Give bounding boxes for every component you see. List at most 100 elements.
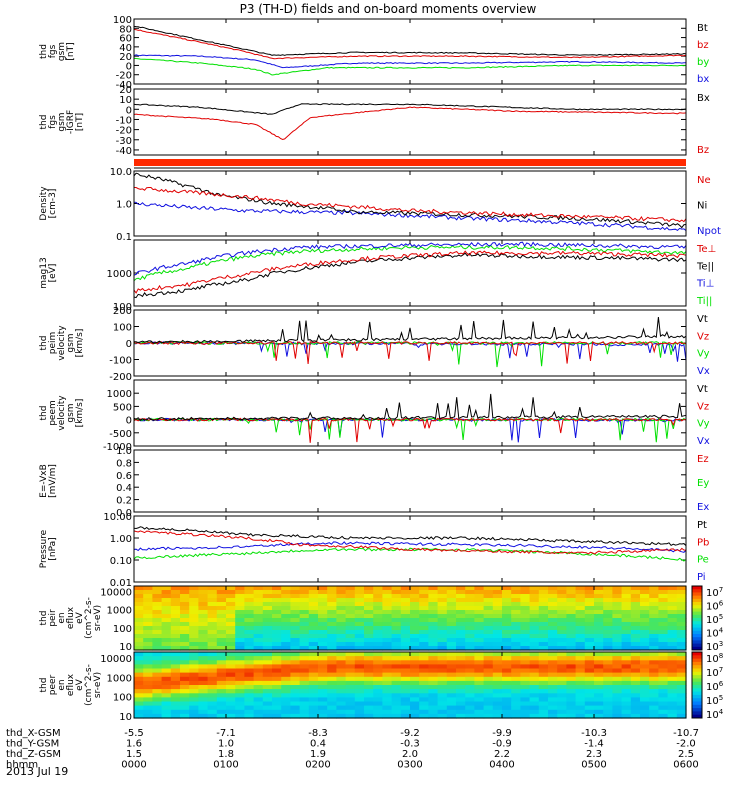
heatmap-cell bbox=[492, 664, 503, 670]
heatmap-cell bbox=[327, 672, 337, 678]
heatmap-cell bbox=[336, 705, 347, 711]
heatmap-cell bbox=[594, 606, 604, 611]
heatmap-cell bbox=[170, 652, 181, 657]
heatmap-cell bbox=[244, 668, 255, 674]
heatmap-cell bbox=[658, 652, 669, 657]
heatmap-cell bbox=[603, 642, 613, 647]
series-Vz bbox=[133, 341, 687, 365]
heatmap-cell bbox=[511, 642, 521, 647]
heatmap-cell bbox=[152, 610, 163, 615]
heatmap-cell bbox=[492, 676, 503, 682]
heatmap-cell bbox=[161, 590, 172, 595]
legend-by: by bbox=[697, 57, 709, 68]
heatmap-cell bbox=[272, 622, 282, 627]
heatmap-cell bbox=[336, 602, 347, 607]
panel-peir_spec-ylabel: eflux bbox=[66, 606, 76, 629]
y-tick-label: 100 bbox=[113, 693, 132, 704]
heatmap-cell bbox=[134, 705, 144, 711]
heatmap-cell bbox=[180, 602, 190, 607]
heatmap-cell bbox=[226, 652, 236, 657]
series-Vy bbox=[133, 417, 687, 443]
heatmap-cell bbox=[391, 697, 402, 703]
heatmap-cell bbox=[649, 664, 659, 670]
heatmap-cell bbox=[318, 701, 328, 707]
heatmap-cell bbox=[262, 594, 273, 599]
heatmap-cell bbox=[161, 660, 172, 665]
heatmap-cell bbox=[538, 685, 549, 690]
heatmap-cell bbox=[612, 646, 623, 651]
heatmap-cell bbox=[391, 656, 402, 661]
heatmap-cell bbox=[419, 594, 429, 599]
heatmap-cell bbox=[538, 586, 549, 591]
heatmap-cell bbox=[189, 713, 199, 719]
heatmap-cell bbox=[446, 656, 457, 661]
heatmap-cell bbox=[566, 606, 577, 611]
heatmap-cell bbox=[465, 701, 475, 707]
y-tick-label: 10000 bbox=[100, 654, 132, 665]
heatmap-cell bbox=[612, 660, 623, 665]
heatmap-cell bbox=[502, 618, 512, 623]
heatmap-cell bbox=[483, 660, 494, 665]
heatmap-cell bbox=[226, 713, 236, 719]
heatmap-cell bbox=[630, 586, 641, 591]
heatmap-cell bbox=[612, 685, 623, 690]
heatmap-cell bbox=[391, 590, 402, 595]
heatmap-cell bbox=[170, 656, 181, 661]
heatmap-cell bbox=[529, 606, 540, 611]
legend-Pt: Pt bbox=[697, 520, 707, 531]
heatmap-cell bbox=[428, 664, 439, 670]
heatmap-cell bbox=[584, 656, 595, 661]
heatmap-cell bbox=[364, 713, 374, 719]
heatmap-cell bbox=[529, 630, 540, 635]
heatmap-cell bbox=[575, 626, 586, 631]
heatmap-cell bbox=[272, 652, 282, 657]
heatmap-cell bbox=[676, 642, 687, 647]
heatmap-cell bbox=[262, 685, 273, 690]
heatmap-cell bbox=[419, 630, 429, 635]
heatmap-cell bbox=[676, 622, 687, 627]
heatmap-cell bbox=[575, 693, 586, 698]
heatmap-cell bbox=[299, 614, 310, 619]
heatmap-cell bbox=[428, 618, 439, 623]
heatmap-cell bbox=[483, 697, 494, 703]
heatmap-cell bbox=[226, 676, 236, 682]
heatmap-cell bbox=[235, 602, 245, 607]
y-tick-label: 500 bbox=[113, 402, 132, 413]
heatmap-cell bbox=[143, 590, 153, 595]
heatmap-cell bbox=[529, 705, 540, 711]
heatmap-cell bbox=[253, 646, 264, 651]
series-Vt bbox=[134, 317, 687, 344]
heatmap-cell bbox=[318, 586, 328, 591]
heatmap-cell bbox=[465, 664, 475, 670]
heatmap-cell bbox=[180, 652, 190, 657]
heatmap-cell bbox=[410, 594, 420, 599]
heatmap-cell bbox=[336, 689, 347, 694]
heatmap-cell bbox=[612, 618, 623, 623]
heatmap-cell bbox=[465, 634, 475, 639]
heatmap-cell bbox=[345, 656, 356, 661]
heatmap-cell bbox=[198, 590, 209, 595]
heatmap-cell bbox=[456, 642, 466, 647]
heatmap-cell bbox=[621, 689, 632, 694]
heatmap-cell bbox=[327, 630, 337, 635]
heatmap-cell bbox=[382, 709, 393, 715]
colorbar-cell bbox=[692, 688, 702, 693]
panel-fgs_gsm_zoom-ylabel: gsm bbox=[57, 112, 67, 131]
legend-bz: bz bbox=[697, 40, 709, 51]
heatmap-cell bbox=[676, 594, 687, 599]
heatmap-cell bbox=[575, 598, 586, 603]
heatmap-cell bbox=[345, 701, 356, 707]
heatmap-cell bbox=[584, 668, 595, 674]
heatmap-cell bbox=[262, 689, 273, 694]
heatmap-cell bbox=[676, 709, 687, 715]
heatmap-cell bbox=[538, 630, 549, 635]
heatmap-cell bbox=[483, 618, 494, 623]
heatmap-cell bbox=[658, 606, 669, 611]
heatmap-cell bbox=[262, 626, 273, 631]
heatmap-cell bbox=[649, 594, 659, 599]
y-tick-label: 1.0 bbox=[116, 446, 132, 457]
heatmap-cell bbox=[382, 676, 393, 682]
heatmap-cell bbox=[511, 646, 521, 651]
heatmap-cell bbox=[354, 713, 365, 719]
